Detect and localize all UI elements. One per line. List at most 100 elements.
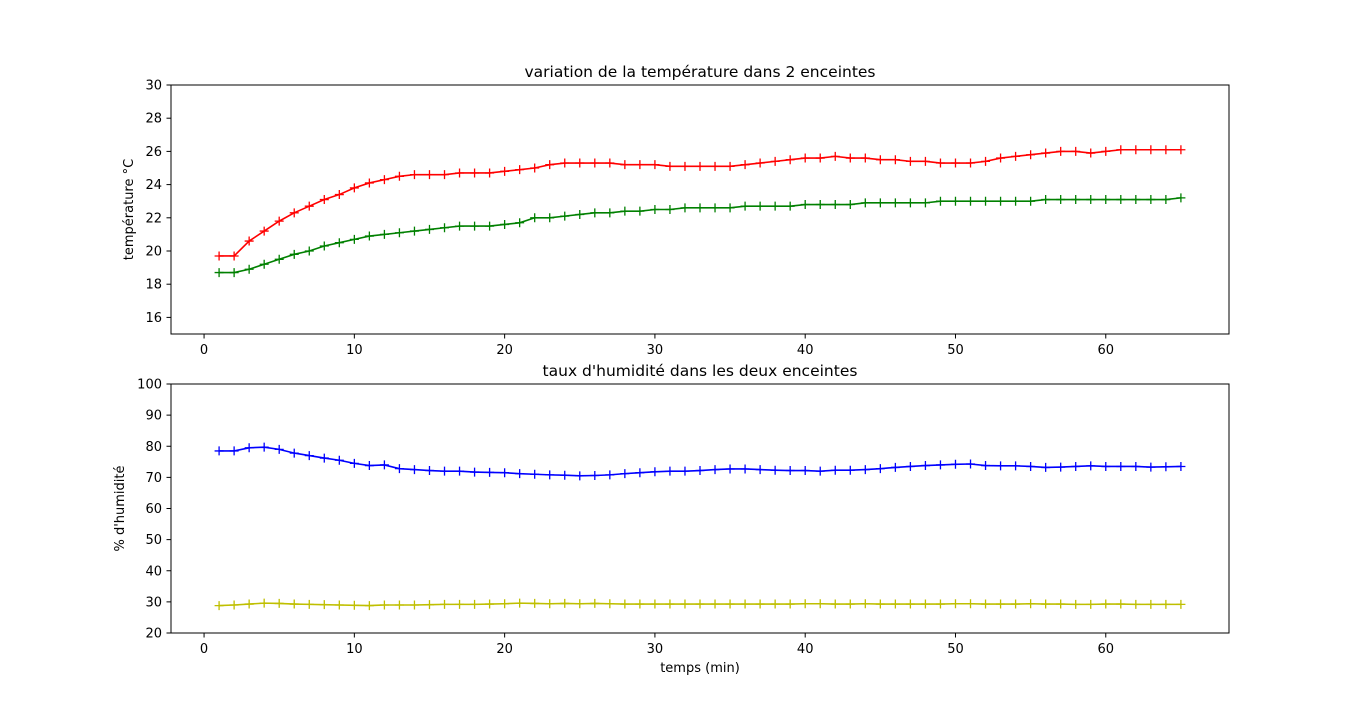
data-point [244,599,254,609]
data-point [1041,599,1051,609]
data-point [530,598,540,608]
data-point [515,469,525,479]
x-tick-label: 50 [947,343,964,358]
data-point [500,219,510,229]
data-point [710,465,720,475]
data-point [440,599,450,609]
data-point [830,465,840,475]
data-point [470,467,480,477]
x-tick-label: 30 [647,642,664,657]
data-point [785,466,795,476]
data-point [1131,599,1141,609]
data-point [515,598,525,608]
data-point [440,170,450,180]
data-point [1131,461,1141,471]
data-point [695,161,705,171]
y-axis-label: température °C [122,159,137,260]
data-point [1056,195,1066,205]
data-point [409,465,419,475]
data-point [349,600,359,610]
data-point [1101,461,1111,471]
data-point [575,209,585,219]
data-point [996,153,1006,163]
y-tick-label: 16 [145,311,162,326]
data-point [274,598,284,608]
data-point [1146,462,1156,472]
data-point [1086,461,1096,471]
data-point [1161,145,1171,155]
data-point [394,228,404,238]
data-point [920,156,930,166]
data-point [905,461,915,471]
data-point [950,196,960,206]
data-point [981,196,991,206]
data-point [635,206,645,216]
data-point [575,599,585,609]
y-tick-label: 18 [145,278,162,293]
data-point [545,213,555,223]
data-point [860,599,870,609]
data-point [319,241,329,251]
x-tick-label: 0 [200,343,208,358]
data-point [1161,599,1171,609]
data-point [334,238,344,248]
data-point [274,216,284,226]
chart-title: variation de la température dans 2 encei… [524,63,875,81]
data-point [304,201,314,211]
data-point [244,236,254,246]
data-point [770,156,780,166]
data-point [560,470,570,480]
data-point [560,211,570,221]
data-point [424,600,434,610]
data-point [950,459,960,469]
data-point [665,161,675,171]
data-point [304,599,314,609]
data-point [755,201,765,211]
data-point [440,466,450,476]
data-point [845,599,855,609]
data-point [725,464,735,474]
data-point [530,163,540,173]
data-point [289,249,299,259]
data-point [996,461,1006,471]
y-tick-label: 20 [145,245,162,260]
y-tick-label: 80 [145,440,162,455]
y-tick-label: 30 [145,595,162,610]
data-point [500,599,510,609]
data-point [289,599,299,609]
y-tick-label: 40 [145,564,162,579]
data-point [1086,148,1096,158]
data-point [304,451,314,461]
data-point [905,198,915,208]
data-point [379,175,389,185]
data-point [1131,195,1141,205]
data-point [665,599,675,609]
data-point [424,466,434,476]
data-point [229,251,239,261]
data-point [875,464,885,474]
data-point [379,460,389,470]
data-point [545,599,555,609]
data-point [860,153,870,163]
x-tick-label: 40 [797,642,814,657]
data-point [394,600,404,610]
data-point [890,155,900,165]
data-point [1026,599,1036,609]
data-point [1101,195,1111,205]
series-2-2-markers [214,598,1186,611]
data-point [815,153,825,163]
data-point [935,196,945,206]
data-point [229,600,239,610]
data-point [966,158,976,168]
data-point [1086,599,1096,609]
data-point [1041,462,1051,472]
data-point [1146,599,1156,609]
data-point [845,153,855,163]
y-tick-label: 28 [145,112,162,127]
data-point [1146,145,1156,155]
data-point [830,151,840,161]
data-point [845,200,855,210]
data-point [860,198,870,208]
data-point [725,599,735,609]
